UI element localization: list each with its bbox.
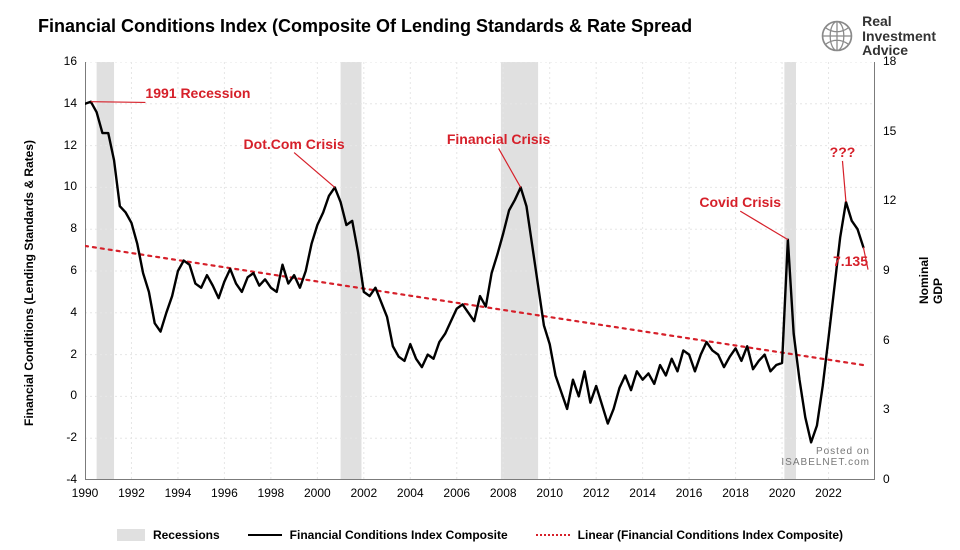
legend: Recessions Financial Conditions Index Com… (0, 528, 960, 542)
tick-label: 2006 (443, 486, 470, 500)
brand-text: Real Investment Advice (862, 14, 936, 58)
tick-label: -2 (66, 430, 77, 444)
tick-label: 2008 (490, 486, 517, 500)
chart-annotation: ??? (830, 144, 856, 160)
tick-label: 12 (64, 138, 77, 152)
brand-line2: Investment (862, 28, 936, 44)
tick-label: 1990 (72, 486, 99, 500)
tick-label: 2004 (397, 486, 424, 500)
tick-label: 16 (64, 54, 77, 68)
tick-label: 1998 (258, 486, 285, 500)
footer-line2: ISABELNET.com (781, 457, 870, 468)
legend-item: Financial Conditions Index Composite (248, 528, 508, 542)
tick-label: 2012 (583, 486, 610, 500)
tick-label: -4 (66, 472, 77, 486)
tick-label: 18 (883, 54, 896, 68)
brand-logo: Real Investment Advice (820, 14, 936, 58)
legend-swatch (248, 534, 282, 536)
tick-label: 1994 (165, 486, 192, 500)
tick-label: 2010 (536, 486, 563, 500)
tick-label: 15 (883, 124, 896, 138)
tick-label: 0 (70, 388, 77, 402)
chart-annotation: Financial Crisis (447, 131, 550, 147)
plot-area (85, 62, 875, 480)
tick-label: 10 (64, 179, 77, 193)
tick-label: 0 (883, 472, 890, 486)
tick-label: 1996 (211, 486, 238, 500)
tick-label: 2018 (722, 486, 749, 500)
legend-label: Linear (Financial Conditions Index Compo… (578, 528, 843, 542)
tick-label: 2002 (350, 486, 377, 500)
chart-annotation: Dot.Com Crisis (244, 136, 345, 152)
tick-label: 12 (883, 193, 896, 207)
globe-icon (820, 19, 854, 53)
legend-item: Recessions (117, 528, 220, 542)
footer-note: Posted on ISABELNET.com (781, 446, 870, 468)
chart-annotation: 1991 Recession (145, 85, 250, 101)
tick-label: 14 (64, 96, 77, 110)
legend-swatch (536, 534, 570, 536)
tick-label: 2000 (304, 486, 331, 500)
legend-item: Linear (Financial Conditions Index Compo… (536, 528, 843, 542)
tick-label: 2020 (769, 486, 796, 500)
y-axis-left-label: Financial Conditions (Lending Standards … (22, 140, 36, 426)
tick-label: 2022 (815, 486, 842, 500)
legend-label: Recessions (153, 528, 220, 542)
legend-swatch (117, 529, 145, 541)
chart-root: Financial Conditions Index (Composite Of… (0, 0, 960, 550)
y-axis-right-label: Nominal GDP (917, 257, 945, 304)
chart-title: Financial Conditions Index (Composite Of… (38, 16, 692, 37)
tick-label: 3 (883, 402, 890, 416)
footer-line1: Posted on (816, 446, 870, 457)
tick-label: 4 (70, 305, 77, 319)
tick-label: 6 (883, 333, 890, 347)
tick-label: 9 (883, 263, 890, 277)
chart-annotation: 7.135 (833, 253, 868, 269)
chart-annotation: Covid Crisis (699, 194, 781, 210)
tick-label: 6 (70, 263, 77, 277)
tick-label: 1992 (118, 486, 145, 500)
tick-label: 2 (70, 347, 77, 361)
tick-label: 8 (70, 221, 77, 235)
brand-line1: Real (862, 13, 892, 29)
tick-label: 2014 (629, 486, 656, 500)
legend-label: Financial Conditions Index Composite (290, 528, 508, 542)
tick-label: 2016 (676, 486, 703, 500)
